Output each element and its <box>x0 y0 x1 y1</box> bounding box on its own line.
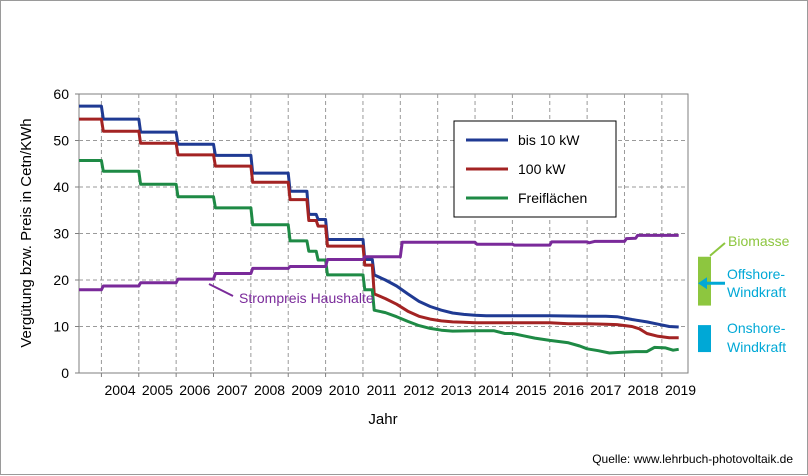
y-tick-label: 20 <box>53 272 69 288</box>
x-tick-label: 2013 <box>441 382 472 398</box>
x-tick-label: 2014 <box>478 382 509 398</box>
x-tick-label: 2010 <box>329 382 360 398</box>
x-tick-label: 2004 <box>105 382 136 398</box>
x-tick-label: 2016 <box>553 382 584 398</box>
legend-label: 100 kW <box>518 161 566 177</box>
x-tick-label: 2019 <box>665 382 696 398</box>
series-line-bis-10-kw <box>79 104 679 329</box>
legend-label: bis 10 kW <box>518 132 580 148</box>
series-line-freifl-chen <box>79 159 679 355</box>
annotation-onshore-line: Windkraft <box>727 339 786 355</box>
x-tick-label: 2018 <box>628 382 659 398</box>
x-tick-label: 2006 <box>179 382 210 398</box>
annotation-strompreis: Strompreis Haushalte <box>239 290 374 306</box>
biomasse-leader-line <box>709 242 726 257</box>
onshore-range-bar <box>698 325 711 353</box>
x-tick-label: 2009 <box>291 382 322 398</box>
x-tick-label: 2007 <box>217 382 248 398</box>
series-line-100-kw <box>79 117 679 340</box>
series-line-strompreis-haushalte <box>79 233 679 292</box>
y-tick-label: 0 <box>61 365 69 381</box>
annotation-offshore-line: Windkraft <box>727 284 786 300</box>
y-tick-label: 10 <box>53 319 69 335</box>
annotation-offshore-line: Offshore- <box>727 266 785 282</box>
annotation-onshore-line: Onshore- <box>727 320 786 336</box>
y-tick-label: 50 <box>53 133 69 149</box>
x-axis-label: Jahr <box>368 411 397 428</box>
x-tick-label: 2015 <box>516 382 547 398</box>
offshore-arrow-head <box>698 277 707 290</box>
y-tick-label: 40 <box>53 179 69 195</box>
legend-label: Freiflächen <box>518 190 587 206</box>
x-tick-label: 2011 <box>367 382 397 398</box>
source-note: Quelle: www.lehrbuch-photovoltaik.de <box>592 452 793 466</box>
x-tick-label: 2005 <box>142 382 173 398</box>
y-axis-label: Vergütung bzw. Preis in Cetn/KWh <box>18 118 35 347</box>
x-tick-label: 2012 <box>403 382 434 398</box>
y-tick-label: 60 <box>53 86 69 102</box>
x-tick-label: 2017 <box>590 382 621 398</box>
x-tick-label: 2008 <box>254 382 285 398</box>
annotation-biomasse: Biomasse <box>728 233 790 249</box>
y-tick-label: 30 <box>53 226 69 242</box>
annotation-leader-line <box>208 283 234 297</box>
